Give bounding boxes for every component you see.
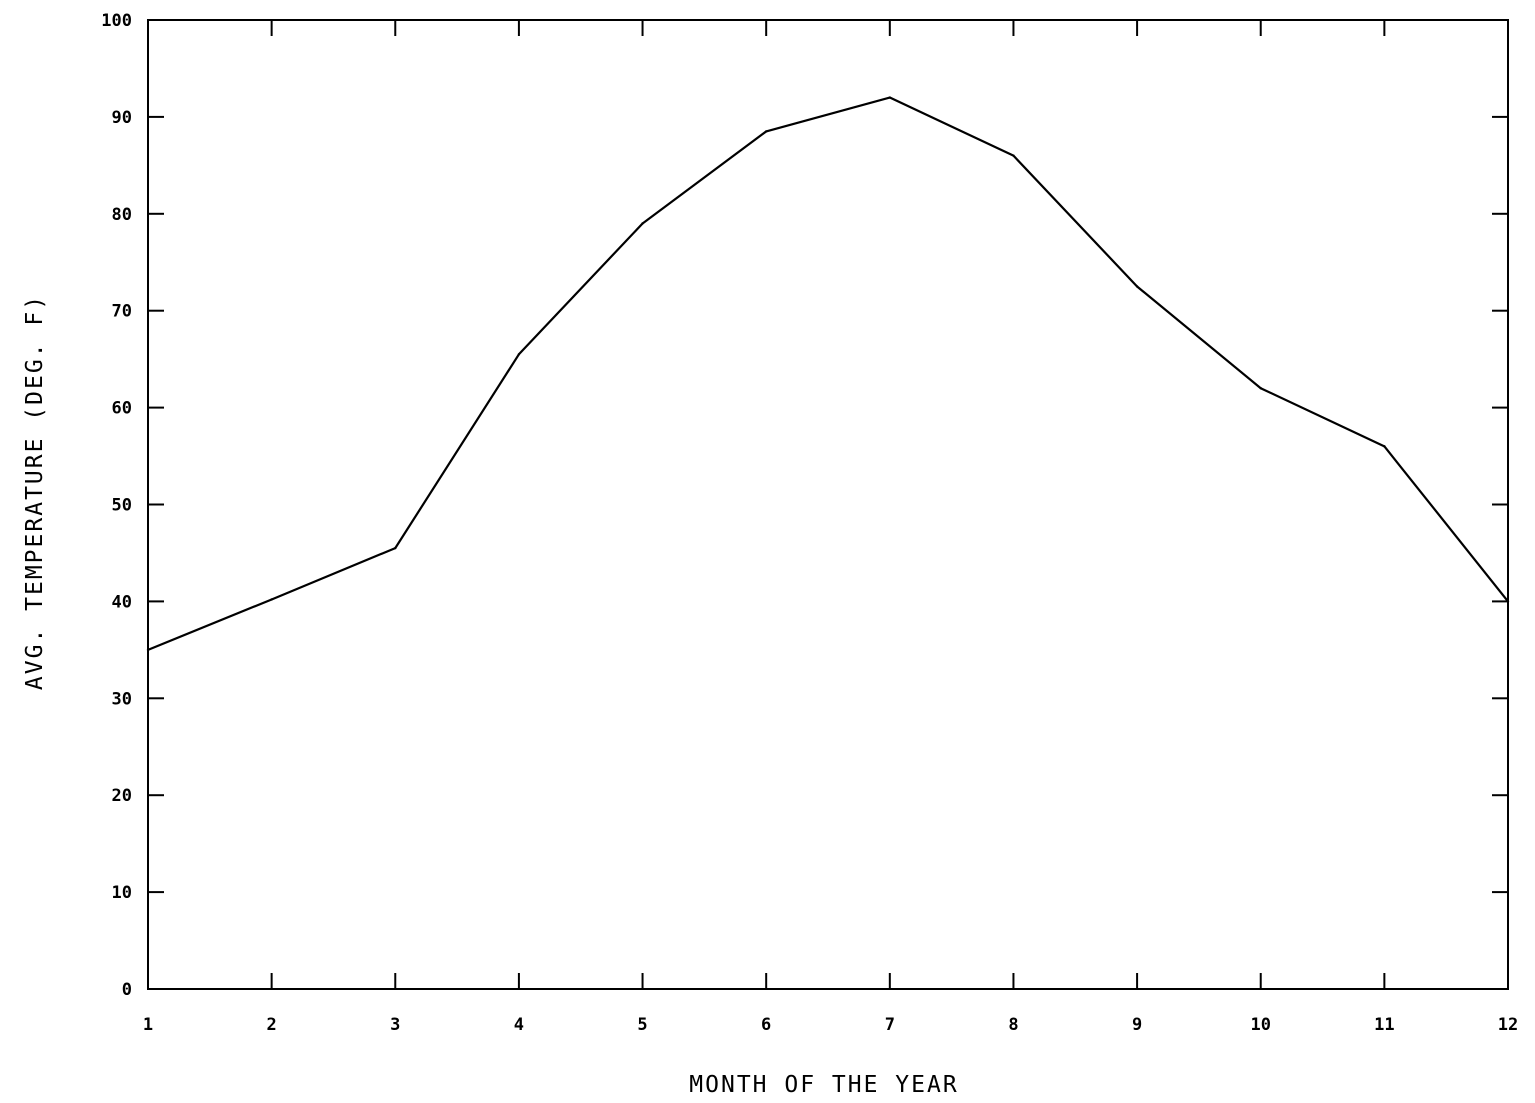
x-tick-label: 8 — [1008, 1015, 1018, 1035]
data-point — [1383, 445, 1386, 448]
y-tick-label: 70 — [112, 302, 132, 322]
x-tick-label: 3 — [390, 1015, 400, 1035]
x-tick-label: 2 — [267, 1015, 277, 1035]
series-points — [146, 96, 1510, 652]
x-tick-label: 5 — [637, 1015, 647, 1035]
data-point — [1259, 387, 1262, 390]
y-tick-label: 0 — [122, 980, 132, 1000]
data-point — [517, 353, 521, 356]
data-point — [641, 222, 644, 225]
data-point — [1506, 600, 1510, 603]
data-point — [394, 546, 397, 550]
series-line — [147, 96, 1509, 651]
x-tick-label: 11 — [1374, 1015, 1394, 1035]
data-point — [1012, 154, 1015, 157]
y-tick-label: 80 — [112, 205, 132, 225]
data-point — [1135, 285, 1139, 288]
y-tick-label: 30 — [112, 689, 132, 709]
data-point — [764, 130, 768, 133]
x-tick-label: 7 — [885, 1015, 895, 1035]
x-tick-label: 4 — [514, 1015, 524, 1035]
y-tick-label: 10 — [112, 883, 132, 903]
x-axis-title: MONTH OF THE YEAR — [689, 1072, 958, 1098]
data-point — [888, 96, 892, 99]
y-tick-label: 90 — [112, 108, 132, 128]
y-tick-label: 40 — [112, 592, 132, 612]
y-tick-label: 100 — [101, 11, 132, 31]
x-tick-label: 6 — [761, 1015, 771, 1035]
plot-frame — [147, 19, 1509, 990]
x-tick-label: 12 — [1498, 1015, 1518, 1035]
data-point — [270, 598, 273, 601]
data-point — [146, 648, 150, 652]
x-tick-label: 1 — [143, 1015, 153, 1035]
y-tick-label: 60 — [112, 399, 132, 419]
y-axis-title: AVG. TEMPERATURE (DEG. F) — [22, 294, 48, 690]
x-tick-label: 9 — [1132, 1015, 1142, 1035]
x-axis-ticks: 1 2 3 4 5 6 7 8 9 10 11 12 — [143, 20, 1518, 1035]
y-tick-label: 20 — [112, 786, 132, 806]
y-tick-label: 50 — [112, 496, 132, 516]
x-tick-label: 10 — [1250, 1015, 1270, 1035]
y-axis-ticks: 0 10 20 30 40 50 60 70 80 90 100 — [101, 11, 1508, 1000]
